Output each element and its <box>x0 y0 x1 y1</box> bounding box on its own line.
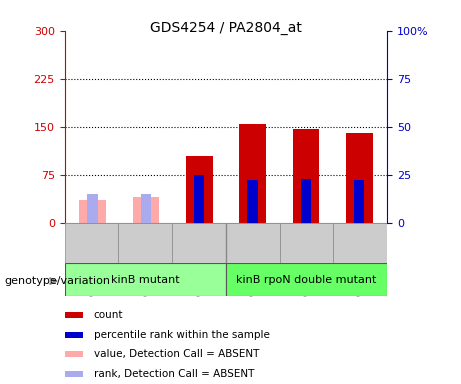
Text: kinB mutant: kinB mutant <box>111 275 179 285</box>
Bar <box>293 129 319 223</box>
Text: value, Detection Call = ABSENT: value, Detection Call = ABSENT <box>94 349 259 359</box>
Bar <box>65 371 83 377</box>
Bar <box>186 156 213 223</box>
Text: genotype/variation: genotype/variation <box>5 276 111 286</box>
Bar <box>226 223 280 263</box>
Bar <box>88 194 98 223</box>
Bar <box>248 180 258 223</box>
Bar <box>301 179 311 223</box>
Bar <box>333 223 387 263</box>
Bar <box>65 223 118 263</box>
Bar <box>172 223 226 263</box>
Bar <box>65 332 83 338</box>
Bar <box>65 263 226 296</box>
Bar <box>65 351 83 358</box>
Text: rank, Detection Call = ABSENT: rank, Detection Call = ABSENT <box>94 369 254 379</box>
Text: count: count <box>94 310 123 320</box>
Text: kinB rpoN double mutant: kinB rpoN double mutant <box>236 275 377 285</box>
Bar <box>280 223 333 263</box>
Bar <box>141 194 151 223</box>
Bar <box>65 312 83 318</box>
Bar <box>194 175 204 223</box>
Bar <box>118 223 172 263</box>
Bar <box>79 200 106 223</box>
Bar <box>226 263 387 296</box>
Bar <box>239 124 266 223</box>
Bar <box>354 180 364 223</box>
Bar <box>346 133 372 223</box>
Text: GDS4254 / PA2804_at: GDS4254 / PA2804_at <box>150 21 302 35</box>
Text: percentile rank within the sample: percentile rank within the sample <box>94 330 270 340</box>
Bar <box>133 197 159 223</box>
